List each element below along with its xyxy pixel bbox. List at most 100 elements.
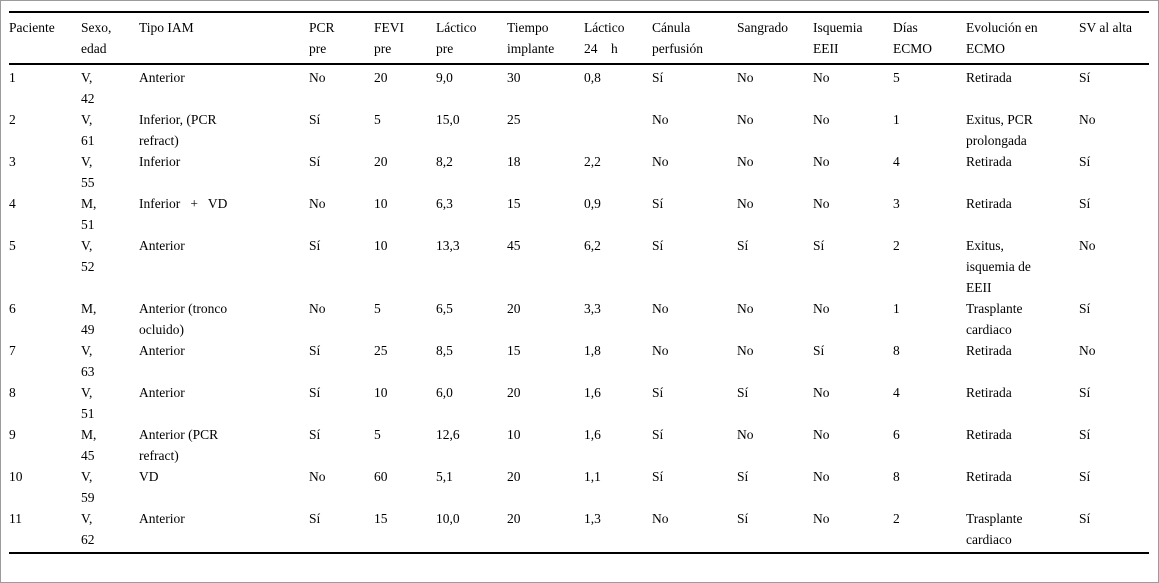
table-cell: Exitus, PCR prolongada: [966, 112, 1033, 148]
table-cell: Sí: [737, 469, 749, 484]
col-header-sangrado: Sangrado: [737, 12, 813, 65]
table-cell: 5: [9, 238, 16, 253]
table-cell: Sí: [652, 427, 664, 442]
table-cell: 7: [9, 343, 16, 358]
table-cell: V, 55: [81, 154, 95, 190]
table-cell: No: [652, 154, 669, 169]
table-cell: 4: [9, 196, 16, 211]
col-header-tipo-iam: Tipo IAM: [139, 12, 309, 65]
col-header-dias-ecmo: Días ECMO: [893, 12, 966, 65]
table-cell: M, 45: [81, 427, 97, 463]
table-cell: M, 49: [81, 301, 97, 337]
table-cell: No: [309, 301, 326, 316]
table-cell: 25: [507, 112, 521, 127]
table-header-row: Paciente Sexo, edad Tipo IAM PCR pre FEV…: [9, 12, 1149, 65]
col-header-lactico-pre: Láctico pre: [436, 12, 507, 65]
table-cell: Sí: [1079, 196, 1091, 211]
table-cell: Sí: [309, 427, 321, 442]
table-row: 11 V, 62 Anterior Sí 15 10,0 20 1,3 No Sí No 2 Trasp…: [9, 508, 1149, 553]
table-cell: No: [652, 511, 669, 526]
table-cell: 5: [374, 427, 381, 442]
table-cell: 6: [9, 301, 16, 316]
table-cell: 3: [893, 196, 900, 211]
table-cell: 6: [893, 427, 900, 442]
table-cell: 20: [507, 301, 521, 316]
table-cell: Sí: [309, 238, 321, 253]
col-header-sexo-edad: Sexo, edad: [81, 12, 139, 65]
table-cell: No: [737, 301, 754, 316]
table-cell: No: [813, 301, 830, 316]
patients-table: Paciente Sexo, edad Tipo IAM PCR pre FEV…: [9, 11, 1149, 554]
table-cell: Sí: [1079, 301, 1091, 316]
table-cell: Anterior: [139, 238, 185, 253]
table-row: 8 V, 51 Anterior Sí 10 6,0 20 1,6 Sí Sí No 4 Retirad…: [9, 382, 1149, 424]
table-cell: Sí: [813, 238, 825, 253]
table-cell: 10,0: [436, 511, 460, 526]
table-row: 1 V, 42 Anterior No 20 9,0 30 0,8 Sí No No 5 Retirad…: [9, 64, 1149, 109]
table-cell: No: [737, 343, 754, 358]
table-cell: 15: [374, 511, 388, 526]
table-cell: V, 42: [81, 70, 95, 106]
table-cell: 10: [507, 427, 521, 442]
table-cell: 20: [507, 511, 521, 526]
table-cell: No: [813, 196, 830, 211]
table-cell: 0,8: [584, 70, 601, 85]
table-cell: 6,5: [436, 301, 453, 316]
table-cell: Retirada: [966, 427, 1012, 442]
table-cell: No: [1079, 112, 1096, 127]
col-header-paciente: Paciente: [9, 12, 81, 65]
table-cell: 9,0: [436, 70, 453, 85]
table-cell: No: [309, 469, 326, 484]
table-cell: Sí: [309, 112, 321, 127]
table-cell: V, 52: [81, 238, 95, 274]
table-body: 1 V, 42 Anterior No 20 9,0 30 0,8 Sí No No 5 Retirad…: [9, 64, 1149, 553]
table-cell: No: [652, 301, 669, 316]
table-cell: 6,0: [436, 385, 453, 400]
table-cell: Retirada: [966, 70, 1012, 85]
table-cell: Sí: [813, 343, 825, 358]
table-cell: No: [813, 70, 830, 85]
table-cell: Sí: [1079, 154, 1091, 169]
table-cell: 1: [9, 70, 16, 85]
table-cell: Sí: [652, 238, 664, 253]
table-cell: 8,2: [436, 154, 453, 169]
table-cell: 6,3: [436, 196, 453, 211]
table-cell: Sí: [1079, 469, 1091, 484]
table-cell: 5,1: [436, 469, 453, 484]
table-cell: 20: [374, 154, 388, 169]
table-cell: 1: [893, 301, 900, 316]
table-cell: Sí: [652, 70, 664, 85]
table-cell: V, 62: [81, 511, 95, 547]
table-cell: Retirada: [966, 196, 1012, 211]
col-header-tiempo-implante: Tiempo implante: [507, 12, 584, 65]
table-cell: V, 51: [81, 385, 95, 421]
table-cell: V, 59: [81, 469, 95, 505]
table-cell: Inferior: [139, 154, 181, 169]
table-cell: 25: [374, 343, 388, 358]
table-cell: No: [1079, 238, 1096, 253]
table-cell: Sí: [309, 385, 321, 400]
table-cell: Inferior + VD: [139, 196, 228, 211]
table-cell: 9: [9, 427, 16, 442]
table-cell: Sí: [1079, 385, 1091, 400]
table-cell: 15,0: [436, 112, 460, 127]
table-cell: V, 61: [81, 112, 95, 148]
table-cell: Anterior: [139, 511, 185, 526]
table-cell: 45: [507, 238, 521, 253]
table-cell: No: [737, 427, 754, 442]
table-cell: 4: [893, 154, 900, 169]
table-cell: 5: [374, 301, 381, 316]
table-cell: 6,2: [584, 238, 601, 253]
table-cell: Sí: [652, 385, 664, 400]
table-cell: 8,5: [436, 343, 453, 358]
table-row: 3 V, 55 Inferior Sí 20 8,2 18 2,2 No No No 4 Retirad…: [9, 151, 1149, 193]
table-cell: No: [813, 112, 830, 127]
table-cell: No: [737, 154, 754, 169]
table-cell: No: [813, 469, 830, 484]
table-cell: Sí: [309, 343, 321, 358]
table-cell: 12,6: [436, 427, 460, 442]
col-header-isquemia-eeii: Isquemia EEII: [813, 12, 893, 65]
table-cell: 2,2: [584, 154, 601, 169]
col-header-sv-alta: SV al alta: [1079, 12, 1149, 65]
table-cell: Sí: [652, 196, 664, 211]
